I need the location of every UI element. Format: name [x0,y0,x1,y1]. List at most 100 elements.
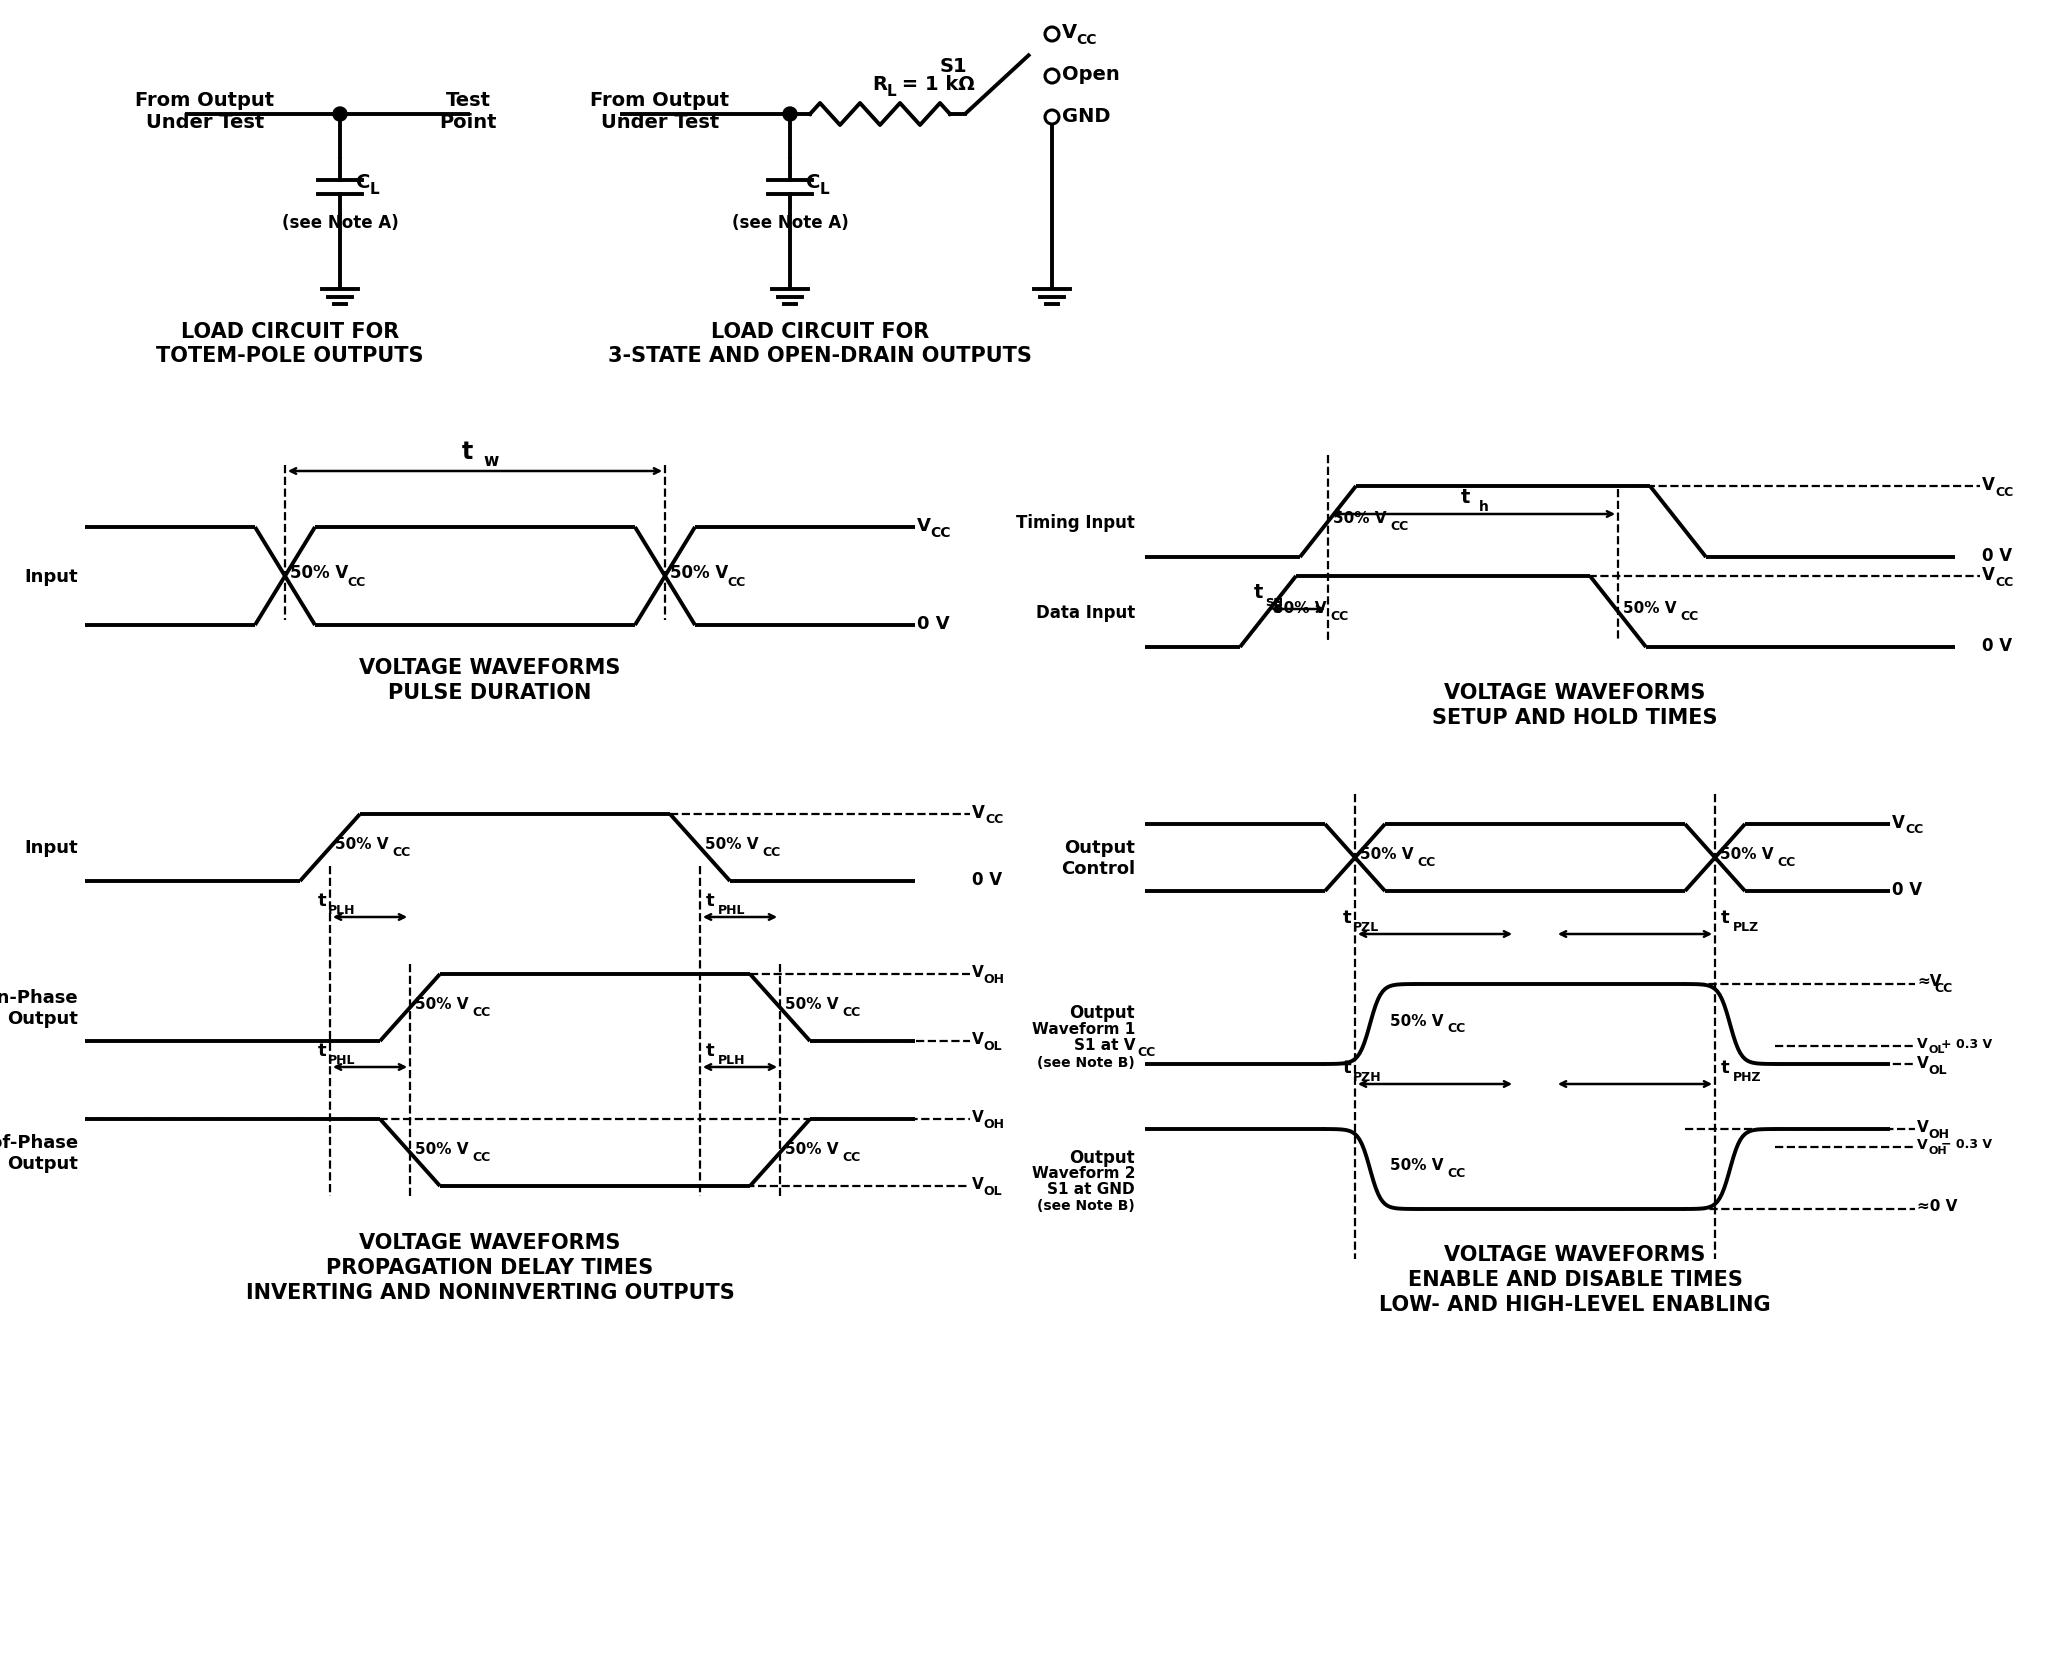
Text: w: w [484,452,498,470]
Text: Point: Point [439,113,496,131]
Text: PHL: PHL [328,1053,355,1067]
Text: OH: OH [984,1117,1004,1131]
Text: Open: Open [1062,66,1119,84]
Text: CC: CC [472,1151,490,1163]
Text: From Output: From Output [590,91,730,109]
Text: V: V [1062,24,1076,42]
Text: In-Phase
Output: In-Phase Output [0,988,78,1026]
Text: ≈V: ≈V [1917,974,1941,990]
Text: Output: Output [1070,1003,1136,1021]
Text: LOAD CIRCUIT FOR: LOAD CIRCUIT FOR [711,323,929,341]
Text: INVERTING AND NONINVERTING OUTPUTS: INVERTING AND NONINVERTING OUTPUTS [246,1282,734,1302]
Text: 50% V: 50% V [785,996,838,1011]
Text: 3-STATE AND OPEN-DRAIN OUTPUTS: 3-STATE AND OPEN-DRAIN OUTPUTS [609,346,1031,366]
Text: Data Input: Data Input [1035,603,1136,622]
Text: t: t [461,440,474,464]
Text: ENABLE AND DISABLE TIMES: ENABLE AND DISABLE TIMES [1408,1270,1742,1289]
Text: OL: OL [984,1040,1002,1053]
Text: CC: CC [1330,610,1349,623]
Text: 50% V: 50% V [705,837,758,852]
Text: Input: Input [25,568,78,586]
Text: VOLTAGE WAVEFORMS: VOLTAGE WAVEFORMS [359,657,621,677]
Text: OH: OH [1927,1144,1948,1154]
Text: 50% V: 50% V [1624,601,1677,615]
Text: PZL: PZL [1353,921,1380,934]
Text: t: t [705,1042,715,1060]
Text: 50% V: 50% V [289,564,348,581]
Text: Under Test: Under Test [146,113,264,131]
Text: CC: CC [392,845,410,858]
Text: V: V [1917,1037,1927,1050]
Text: 50% V: 50% V [1273,601,1326,615]
Text: CC: CC [1076,34,1097,47]
Text: C: C [357,173,371,193]
Text: OL: OL [1927,1063,1948,1075]
Text: t: t [1343,909,1351,926]
Text: CC: CC [1995,575,2013,588]
Text: V: V [1982,566,1995,583]
Text: LOW- AND HIGH-LEVEL ENABLING: LOW- AND HIGH-LEVEL ENABLING [1380,1294,1771,1314]
Text: 0 V: 0 V [1892,880,1923,899]
Text: (see Note A): (see Note A) [281,213,398,232]
Circle shape [783,108,797,123]
Text: V: V [972,1176,984,1191]
Text: V: V [1892,813,1904,832]
Text: S1 at GND: S1 at GND [1048,1181,1136,1196]
Text: CC: CC [1447,1021,1466,1035]
Text: Waveform 1: Waveform 1 [1031,1021,1136,1037]
Text: SETUP AND HOLD TIMES: SETUP AND HOLD TIMES [1433,707,1718,727]
Text: + 0.3 V: + 0.3 V [1941,1037,1993,1050]
Text: 50% V: 50% V [670,564,728,581]
Circle shape [1046,71,1060,84]
Text: t: t [1722,909,1730,926]
Text: S1 at V: S1 at V [1074,1037,1136,1052]
Text: PHL: PHL [718,904,746,917]
Text: CC: CC [843,1005,861,1018]
Text: PHZ: PHZ [1732,1070,1761,1084]
Text: CC: CC [1995,486,2013,499]
Text: L: L [888,84,896,99]
Text: V: V [916,517,931,534]
Text: PLH: PLH [718,1053,746,1067]
Text: CC: CC [1390,519,1408,533]
Text: 50% V: 50% V [414,996,469,1011]
Text: su: su [1265,595,1283,608]
Text: PLZ: PLZ [1732,921,1759,934]
Text: 0 V: 0 V [1982,637,2013,655]
Text: 0 V: 0 V [1982,546,2013,564]
Text: CC: CC [728,575,746,588]
Text: Input: Input [25,838,78,857]
Text: 50% V: 50% V [785,1141,838,1156]
Text: CC: CC [1904,823,1923,837]
Text: PROPAGATION DELAY TIMES: PROPAGATION DELAY TIMES [326,1257,654,1277]
Text: − 0.3 V: − 0.3 V [1941,1137,1993,1151]
Text: 50% V: 50% V [1390,1013,1443,1028]
Text: OL: OL [1927,1045,1943,1055]
Text: PLH: PLH [328,904,355,917]
Text: From Output: From Output [135,91,275,109]
Text: CC: CC [763,845,781,858]
Text: t: t [705,892,715,909]
Text: t: t [1460,487,1470,507]
Text: GND: GND [1062,106,1111,126]
Text: CC: CC [931,526,951,539]
Text: Output: Output [1070,1149,1136,1166]
Text: t: t [1722,1058,1730,1077]
Text: OH: OH [984,973,1004,986]
Text: V: V [972,803,984,822]
Text: 50% V: 50% V [1359,847,1414,862]
Text: t: t [318,892,326,909]
Text: = 1 kΩ: = 1 kΩ [896,74,974,94]
Text: 50% V: 50% V [414,1141,469,1156]
Text: CC: CC [472,1005,490,1018]
Text: V: V [1917,1055,1929,1070]
Text: OL: OL [984,1184,1002,1198]
Text: PULSE DURATION: PULSE DURATION [387,682,592,702]
Text: 50% V: 50% V [1390,1158,1443,1173]
Text: L: L [820,183,830,197]
Text: Out-of-Phase
Output: Out-of-Phase Output [0,1134,78,1173]
Circle shape [1046,111,1060,124]
Text: VOLTAGE WAVEFORMS: VOLTAGE WAVEFORMS [359,1231,621,1252]
Text: 50% V: 50% V [1332,511,1386,526]
Text: 50% V: 50% V [1720,847,1773,862]
